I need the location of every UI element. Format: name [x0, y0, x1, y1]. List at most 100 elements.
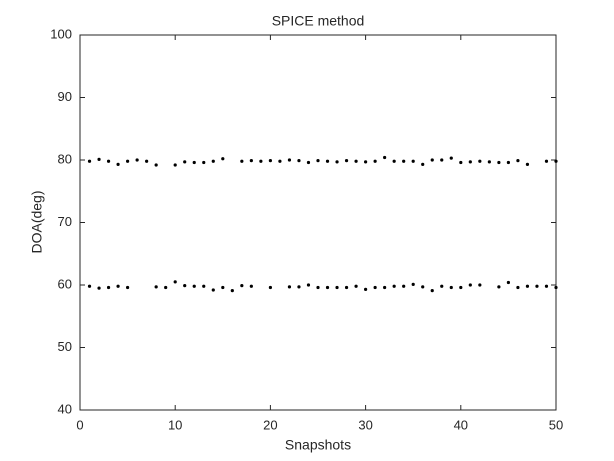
point [344, 159, 349, 163]
point [544, 284, 549, 288]
point [354, 159, 358, 163]
point [268, 159, 272, 163]
point [297, 159, 301, 163]
point [154, 285, 158, 289]
y-tick-label: 50 [58, 339, 72, 354]
point [325, 159, 330, 163]
point [487, 160, 491, 164]
x-axis-label: Snapshots [285, 437, 351, 453]
point [421, 162, 425, 166]
y-tick-label: 80 [58, 151, 72, 166]
point [164, 285, 168, 290]
point [249, 284, 253, 288]
point [354, 284, 358, 288]
point [459, 160, 463, 165]
point [525, 284, 530, 288]
point [497, 160, 501, 165]
point [316, 159, 320, 163]
point [97, 157, 101, 161]
y-tick-label: 70 [58, 214, 72, 229]
point [268, 285, 272, 290]
point [297, 285, 301, 289]
x-tick-label: 10 [168, 417, 182, 432]
point [364, 160, 368, 164]
point [221, 285, 225, 290]
point [325, 285, 330, 290]
point [497, 285, 501, 289]
point [135, 158, 139, 162]
point [287, 285, 292, 289]
point [145, 159, 149, 163]
point [392, 159, 396, 163]
x-tick-label: 50 [549, 417, 563, 432]
point [440, 284, 444, 288]
point [468, 160, 472, 164]
point [554, 159, 558, 163]
point [106, 159, 111, 163]
point [221, 157, 225, 161]
point [97, 286, 101, 290]
point [478, 159, 482, 163]
point [259, 159, 263, 163]
y-tick-label: 60 [58, 276, 72, 291]
point [506, 280, 510, 285]
point [402, 159, 406, 163]
chart-title: SPICE method [272, 13, 365, 29]
point [411, 159, 415, 163]
point [383, 285, 387, 290]
point [364, 287, 368, 291]
point [383, 155, 387, 160]
y-tick-label: 40 [58, 401, 72, 416]
point [87, 284, 92, 288]
point [306, 160, 311, 165]
point [335, 285, 339, 290]
point [126, 285, 130, 290]
point [411, 282, 415, 286]
point [373, 159, 377, 163]
point [316, 285, 320, 290]
point [544, 159, 549, 163]
y-tick-label: 100 [50, 26, 72, 41]
point [116, 284, 120, 288]
point [173, 163, 177, 167]
point [306, 283, 311, 287]
point [211, 159, 215, 163]
point [249, 159, 253, 163]
point [183, 284, 187, 288]
point [449, 156, 453, 160]
point [287, 158, 292, 162]
point [430, 289, 434, 293]
point [459, 285, 463, 290]
point [116, 162, 120, 166]
point [430, 158, 434, 162]
point [392, 284, 396, 288]
y-axis-label: DOA(deg) [29, 190, 45, 253]
point [211, 288, 215, 292]
point [173, 280, 177, 284]
x-tick-label: 20 [263, 417, 277, 432]
x-tick-label: 30 [358, 417, 372, 432]
point [421, 285, 425, 289]
x-tick-label: 40 [454, 417, 468, 432]
point [535, 284, 539, 288]
point [449, 285, 453, 290]
point [154, 163, 158, 167]
point [278, 159, 282, 163]
point [202, 284, 206, 288]
point [87, 159, 92, 163]
point [126, 159, 130, 163]
point [192, 160, 196, 165]
point [478, 283, 482, 287]
point [344, 285, 349, 290]
point [516, 159, 520, 163]
point [183, 160, 187, 164]
point [516, 285, 520, 290]
point [554, 285, 558, 290]
point [240, 284, 244, 288]
point [230, 289, 234, 293]
y-tick-label: 90 [58, 89, 72, 104]
point [525, 162, 530, 166]
point [202, 160, 206, 165]
